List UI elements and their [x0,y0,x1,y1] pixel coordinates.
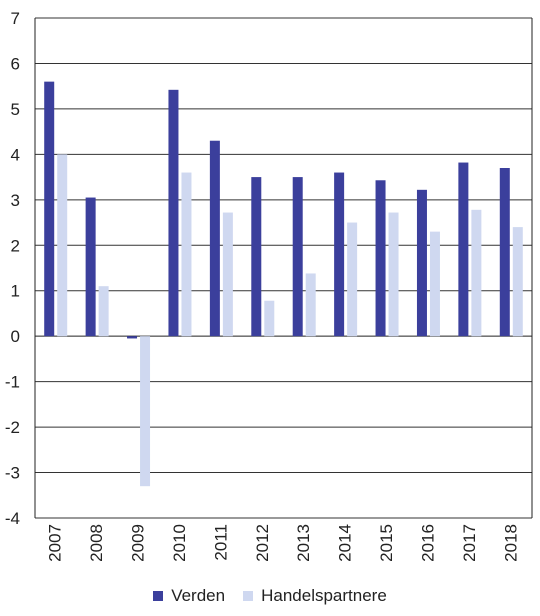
bar-handelspartnere [471,209,482,337]
y-tick-label: 6 [11,54,20,73]
y-tick-label: 3 [11,191,20,210]
y-tick-label: 1 [11,282,20,301]
y-tick-label: -1 [5,373,20,392]
bar-verden [209,140,220,337]
x-axis: 2007 2008 2009 2010 2011 2012 2013 2014 2015 2016… [46,524,521,562]
bar-handelspartnere [347,222,358,337]
legend-label-series-1: Verden [171,586,226,605]
legend-swatch-series-1 [153,591,164,601]
x-tick-label: 2014 [336,524,355,562]
x-tick-label: 2007 [46,524,65,562]
bar-verden [334,172,345,337]
legend-label-series-2: Handelspartnere [261,586,387,605]
x-tick-label: 2008 [87,524,106,562]
legend-item-series-2: Handelspartnere [243,586,387,606]
x-tick-label: 2013 [294,524,313,562]
y-tick-label: 7 [11,9,20,28]
x-tick-label: 2012 [253,524,272,562]
bars [44,81,523,487]
bar-verden [251,177,262,337]
x-tick-label: 2015 [377,524,396,562]
bar-handelspartnere [98,286,109,337]
bar-handelspartnere [57,154,68,337]
y-tick-label: 0 [11,327,20,346]
bar-verden [44,81,55,337]
bar-handelspartnere [181,172,192,337]
y-axis: -4 -3 -2 -1 0 1 2 3 4 5 6 7 [5,9,533,528]
bar-handelspartnere [512,227,523,337]
bar-handelspartnere [429,231,440,337]
x-tick-label: 2017 [460,524,479,562]
legend-item-series-1: Verden [153,586,225,606]
y-tick-label: 2 [11,236,20,255]
y-tick-label: 5 [11,100,20,119]
x-tick-label: 2018 [501,524,520,562]
bar-verden [416,189,427,337]
bar-verden [375,180,386,337]
bar-verden [499,168,510,337]
bar-verden [127,336,138,339]
bar-handelspartnere [305,273,316,337]
bar-handelspartnere [140,336,151,487]
bar-handelspartnere [264,300,275,337]
bar-verden [292,177,303,337]
gridlines [35,17,532,519]
bar-handelspartnere [388,212,399,337]
bar-chart: -4 -3 -2 -1 0 1 2 3 4 5 6 7 2007 2008 2009 2010 2011 201… [5,9,533,562]
y-tick-label: 4 [11,145,20,164]
legend-swatch-series-2 [243,591,254,601]
y-tick-label: -2 [5,418,20,437]
bar-handelspartnere [222,212,233,337]
bar-verden [168,89,179,337]
bar-verden [458,162,469,337]
x-tick-label: 2009 [129,524,148,562]
y-tick-label: -3 [5,464,20,483]
x-tick-label: 2010 [170,524,189,562]
y-tick-label: -4 [5,509,20,528]
x-tick-label: 2011 [211,524,230,561]
bar-verden [85,197,96,337]
legend: Verden Handelspartnere [0,583,540,609]
x-tick-label: 2016 [418,524,437,562]
